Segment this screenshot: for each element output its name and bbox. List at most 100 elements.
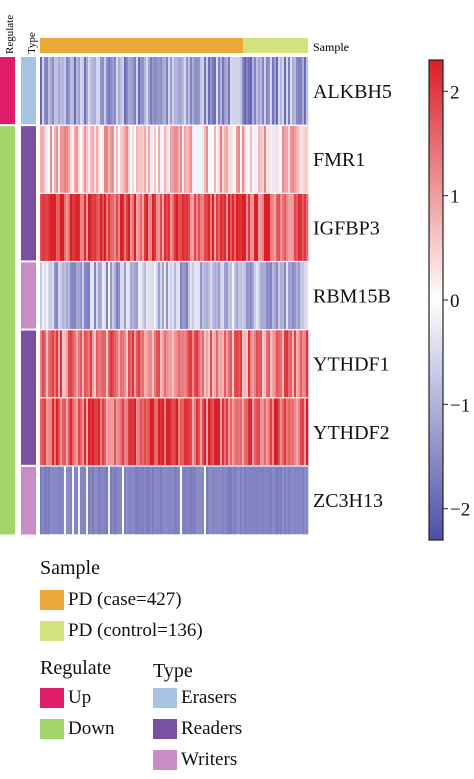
legend-swatch-control	[40, 621, 64, 641]
gene-label: IGFBP3	[313, 217, 380, 239]
heatmap-cell	[222, 397, 225, 467]
heatmap-cell	[68, 329, 71, 398]
heatmap-cell	[132, 125, 135, 194]
heatmap-cell	[182, 397, 185, 467]
gene-label: FMR1	[313, 149, 365, 171]
heatmap-cell	[228, 465, 231, 535]
heatmap-cell	[188, 193, 191, 262]
heatmap-cell	[286, 193, 289, 262]
heatmap-cell	[246, 465, 249, 535]
heatmap-cell	[266, 465, 269, 535]
heatmap-cell	[46, 261, 49, 330]
heatmap-cell	[246, 57, 249, 126]
heatmap-cell	[132, 329, 135, 398]
heatmap-cell	[84, 125, 87, 194]
heatmap-cell	[236, 57, 239, 126]
heatmap-cell	[164, 193, 167, 262]
heatmap-cell	[278, 57, 281, 126]
heatmap-cell	[248, 57, 251, 126]
heatmap-cell	[270, 465, 273, 535]
heatmap-cell	[124, 193, 127, 262]
heatmap-cell	[120, 125, 123, 194]
heatmap-row	[40, 57, 309, 126]
heatmap-cell	[278, 465, 281, 535]
heatmap-cell	[138, 261, 141, 330]
heatmap-cell	[230, 465, 233, 535]
colorbar-tick-label: −2	[450, 500, 470, 521]
regulate-cell	[0, 57, 15, 126]
heatmap-cell	[164, 397, 167, 467]
heatmap-cell	[198, 57, 201, 126]
heatmap-cell	[182, 125, 185, 194]
heatmap-cell	[120, 329, 123, 398]
heatmap-cell	[240, 261, 243, 330]
heatmap-cell	[204, 125, 207, 194]
heatmap-cell	[84, 57, 87, 126]
heatmap-cell	[272, 57, 275, 126]
heatmap-cell	[96, 125, 99, 194]
heatmap-cell	[202, 329, 205, 398]
heatmap-cell	[176, 329, 179, 398]
heatmap-cell	[190, 57, 193, 126]
heatmap-cell	[68, 397, 71, 467]
heatmap-cell	[102, 397, 105, 467]
heatmap-cell	[270, 329, 273, 398]
heatmap-cell	[266, 397, 269, 467]
heatmap-cell	[88, 125, 91, 194]
heatmap-cell	[248, 125, 251, 194]
heatmap-cell	[64, 329, 67, 398]
heatmap-cell	[140, 261, 143, 330]
heatmap-cell	[222, 329, 225, 398]
heatmap-cell	[276, 125, 279, 194]
heatmap-cell	[148, 465, 151, 535]
heatmap-cell	[100, 193, 103, 262]
regulate-cell	[0, 329, 15, 399]
heatmap-cell	[298, 57, 301, 126]
heatmap-cell	[72, 329, 75, 398]
heatmap-cell	[160, 261, 163, 330]
heatmap-cell	[188, 125, 191, 194]
heatmap-cell	[220, 329, 223, 398]
heatmap-cell	[40, 125, 43, 194]
heatmap-cell	[272, 261, 275, 330]
heatmap-cell	[76, 193, 79, 262]
heatmap-cell	[238, 397, 241, 467]
heatmap-cell	[140, 329, 143, 398]
row-separator	[40, 329, 308, 331]
heatmap-cell	[208, 193, 211, 262]
heatmap-cell	[242, 193, 245, 262]
heatmap-cell	[248, 261, 251, 330]
heatmap-cell	[56, 193, 59, 262]
heatmap-cell	[132, 397, 135, 467]
heatmap-cell	[94, 57, 97, 126]
heatmap-cell	[268, 465, 271, 535]
heatmap-cell	[220, 465, 223, 535]
legend-label-case: PD (case=427)	[68, 589, 182, 610]
heatmap-cell	[266, 193, 269, 262]
heatmap-cell	[196, 125, 199, 194]
heatmap-cell	[126, 397, 129, 467]
colorbar: 2 1 0 −1 −2	[428, 59, 470, 541]
heatmap-cell	[258, 329, 261, 398]
heatmap-cell	[278, 125, 281, 194]
legend-type-title: Type	[153, 660, 193, 682]
type-separator	[21, 260, 36, 263]
heatmap-cell	[286, 465, 289, 535]
heatmap-cell	[142, 465, 145, 535]
heatmap-cell	[122, 465, 125, 535]
heatmap-cell	[146, 57, 149, 126]
heatmap-cell	[48, 57, 51, 126]
heatmap-cell	[74, 193, 77, 262]
heatmap-cell	[82, 465, 85, 535]
heatmap-cell	[238, 465, 241, 535]
gene-label: ALKBH5	[313, 81, 392, 103]
heatmap-cell	[244, 261, 247, 330]
heatmap-cell	[154, 193, 157, 262]
heatmap-cell	[296, 465, 299, 535]
heatmap-cell	[254, 57, 257, 126]
heatmap-cell	[104, 329, 107, 398]
heatmap-cell	[252, 397, 255, 467]
heatmap-cell	[156, 465, 159, 535]
heatmap-cell	[276, 397, 279, 467]
heatmap-cell	[46, 397, 49, 467]
